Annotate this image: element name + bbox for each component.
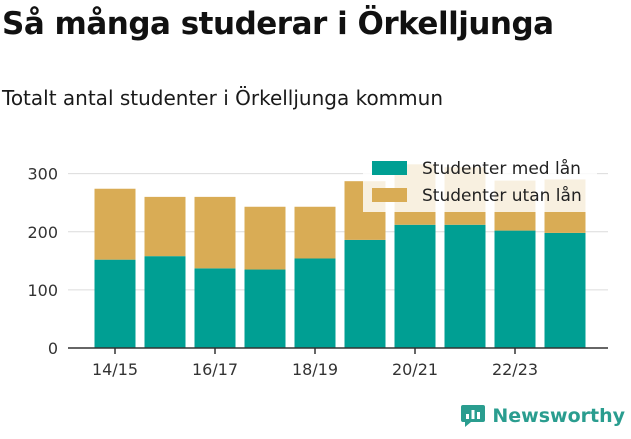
- bar-without-loan: [144, 196, 186, 257]
- bar-without-loan: [194, 196, 236, 269]
- bar-with-loan: [244, 269, 286, 348]
- bar-with-loan: [294, 258, 336, 348]
- chart-title: Så många studerar i Örkelljunga: [2, 6, 554, 42]
- y-tick-label: 0: [48, 339, 58, 358]
- x-tick-label: 20/21: [392, 360, 438, 379]
- chart-subtitle: Totalt antal studenter i Örkelljunga kom…: [2, 86, 443, 110]
- bar-with-loan: [144, 256, 186, 348]
- bar-with-loan: [394, 224, 436, 348]
- y-tick-label: 200: [27, 223, 58, 242]
- bar-with-loan: [444, 224, 486, 348]
- bar-without-loan: [94, 188, 136, 260]
- x-tick-label: 14/15: [92, 360, 138, 379]
- legend-label: Studenter utan lån: [422, 185, 582, 206]
- y-tick-label: 100: [27, 281, 58, 300]
- bar-with-loan: [344, 239, 386, 348]
- legend-swatch: [372, 161, 407, 175]
- newsworthy-logo-icon: [461, 405, 486, 427]
- newsworthy-logo: Newsworthy: [460, 403, 625, 429]
- legend-swatch: [372, 188, 407, 202]
- bar-with-loan: [544, 232, 586, 348]
- bar-with-loan: [494, 230, 536, 348]
- brand-name: Newsworthy: [492, 405, 625, 427]
- x-tick-label: 22/23: [492, 360, 538, 379]
- x-tick-label: 18/19: [292, 360, 338, 379]
- x-tick-label: 16/17: [192, 360, 238, 379]
- bar-without-loan: [244, 206, 286, 270]
- bar-with-loan: [194, 268, 236, 348]
- y-tick-label: 300: [27, 165, 58, 184]
- bar-with-loan: [94, 259, 136, 348]
- legend-label: Studenter med lån: [422, 158, 581, 179]
- bar-without-loan: [294, 206, 336, 259]
